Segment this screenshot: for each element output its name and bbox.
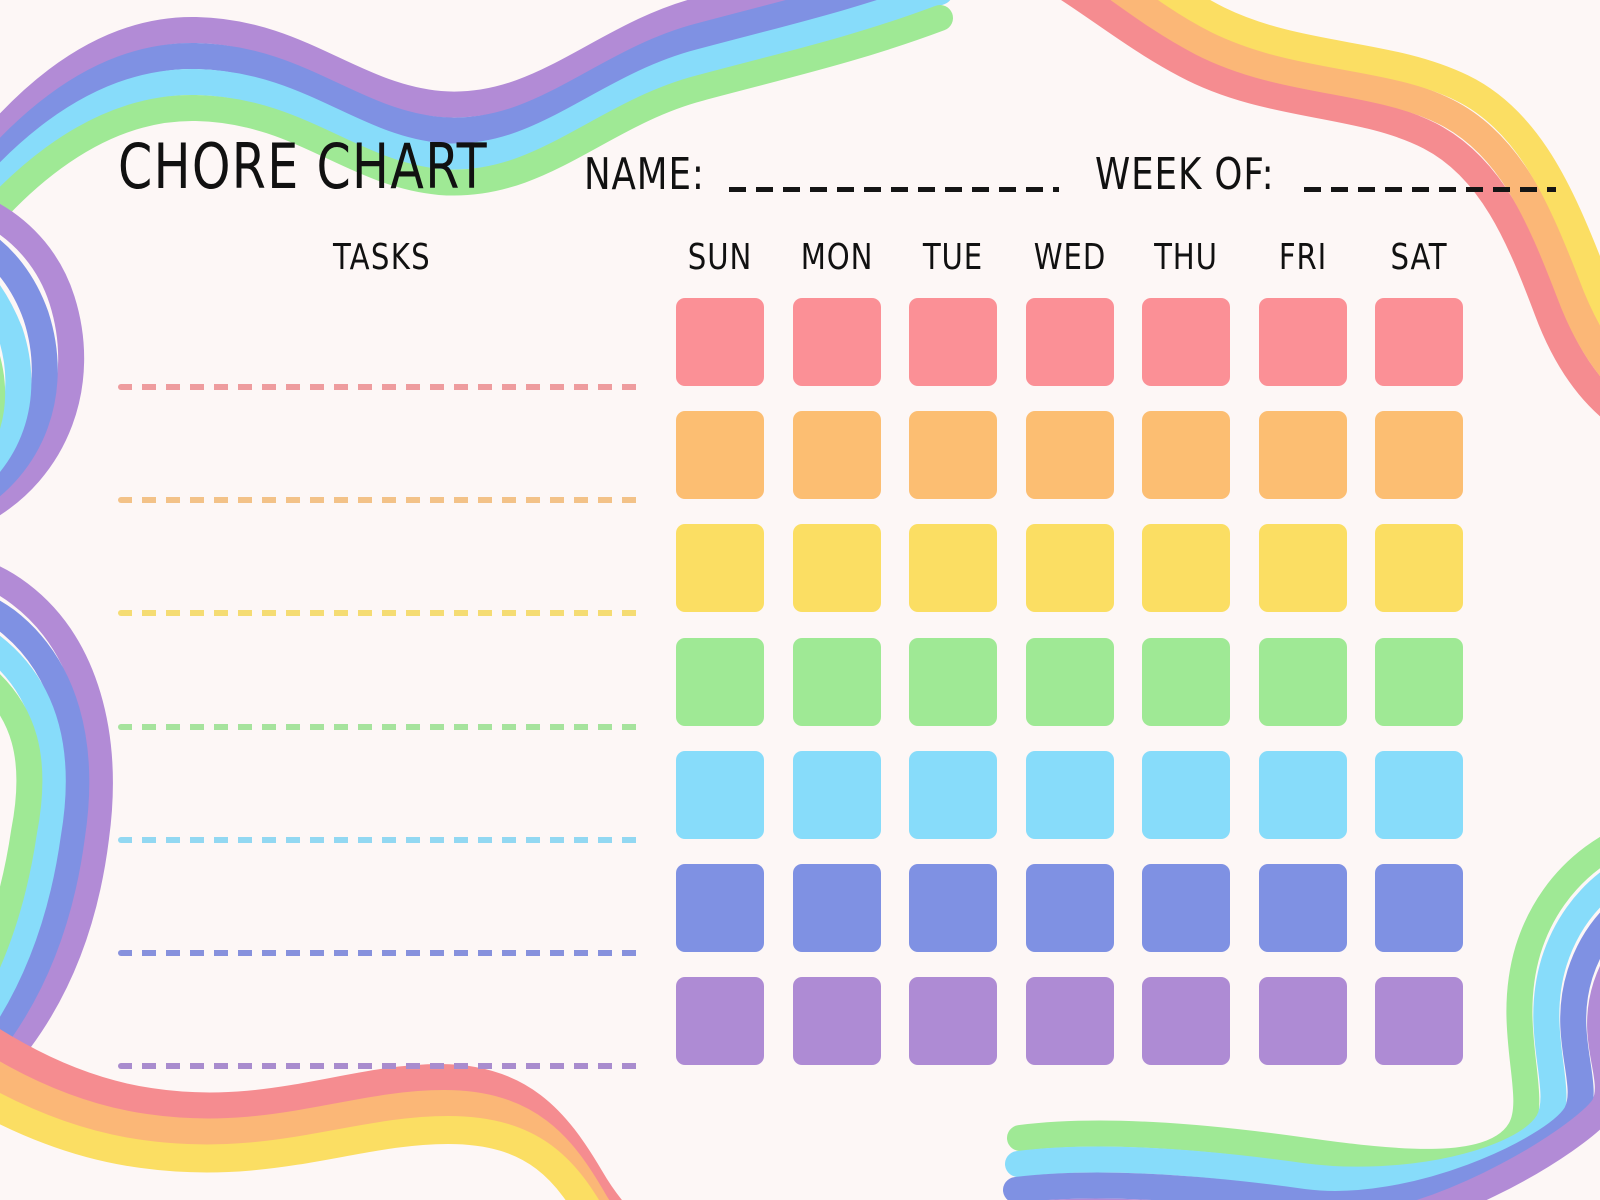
chore-cell-3-sun[interactable] (676, 524, 764, 613)
task-write-line[interactable] (118, 836, 646, 843)
task-write-line[interactable] (118, 384, 646, 390)
chore-cell-5-fri[interactable] (1258, 750, 1347, 839)
chore-cell-6-sat[interactable] (1375, 864, 1463, 952)
chore-cell-4-mon[interactable] (792, 637, 881, 726)
day-heading-sun: SUN (687, 237, 753, 278)
chore-cell-2-sun[interactable] (676, 411, 764, 500)
page-title: CHORE CHART (118, 130, 488, 203)
chore-cell-6-tue[interactable] (909, 864, 997, 952)
chore-cell-6-mon[interactable] (792, 864, 881, 952)
chore-cell-7-mon[interactable] (792, 977, 881, 1066)
task-write-line[interactable] (118, 950, 646, 956)
column-headings: TASKS SUN MON TUE WED THU FRI SAT (0, 238, 1600, 282)
chore-cell-1-tue[interactable] (909, 298, 997, 386)
chore-cell-1-wed[interactable] (1025, 298, 1114, 386)
chore-cell-1-fri[interactable] (1258, 298, 1347, 386)
chore-cell-5-mon[interactable] (792, 750, 881, 839)
name-field[interactable]: NAME: (584, 149, 1059, 200)
week-of-write-line[interactable] (1304, 187, 1557, 192)
rainbow-bottom-left (0, 1029, 622, 1200)
chore-cell-3-thu[interactable] (1142, 524, 1230, 613)
chore-cell-4-sat[interactable] (1375, 637, 1463, 726)
chore-cell-3-sat[interactable] (1375, 524, 1463, 613)
chore-cell-4-wed[interactable] (1025, 637, 1114, 726)
chore-cell-3-wed[interactable] (1025, 524, 1114, 613)
day-heading-wed: WED (1033, 237, 1106, 278)
chore-cell-2-tue[interactable] (909, 411, 997, 500)
chore-cell-7-thu[interactable] (1142, 977, 1230, 1066)
chore-cell-3-fri[interactable] (1258, 524, 1347, 613)
chore-cell-5-sat[interactable] (1375, 750, 1463, 839)
day-heading-sat: SAT (1390, 237, 1448, 278)
task-write-line[interactable] (118, 723, 646, 730)
chore-cell-2-sat[interactable] (1375, 411, 1463, 500)
week-of-field[interactable]: WEEK OF: (1095, 152, 1557, 198)
day-heading-fri: FRI (1278, 237, 1327, 278)
task-write-line[interactable] (118, 1063, 646, 1070)
chore-cell-7-wed[interactable] (1025, 977, 1114, 1066)
chore-cell-2-fri[interactable] (1258, 411, 1347, 500)
chore-cell-7-fri[interactable] (1258, 977, 1347, 1066)
chore-cell-4-thu[interactable] (1142, 637, 1230, 726)
name-write-line[interactable] (728, 187, 1059, 192)
day-heading-thu: THU (1154, 237, 1218, 278)
chore-cell-3-mon[interactable] (792, 524, 881, 613)
chore-cell-7-tue[interactable] (909, 977, 997, 1066)
chore-cell-4-sun[interactable] (676, 637, 764, 726)
chore-cell-6-sun[interactable] (676, 864, 764, 952)
chore-cell-2-mon[interactable] (792, 411, 881, 500)
week-of-label: WEEK OF: (1094, 149, 1275, 200)
chore-cell-1-thu[interactable] (1142, 298, 1230, 386)
chore-cell-5-tue[interactable] (909, 750, 997, 839)
chore-cell-7-sun[interactable] (676, 977, 764, 1066)
rainbow-top-left-lower (0, 566, 113, 1053)
chore-cell-6-thu[interactable] (1142, 864, 1230, 952)
chart-header: CHORE CHART NAME: WEEK OF: (118, 112, 1557, 203)
chore-cell-2-wed[interactable] (1025, 411, 1114, 500)
chore-cell-1-mon[interactable] (792, 298, 881, 386)
day-heading-tue: TUE (922, 237, 984, 278)
task-write-line[interactable] (118, 497, 646, 504)
chore-cell-3-tue[interactable] (909, 524, 997, 613)
chore-cell-5-sun[interactable] (676, 750, 764, 839)
chore-cell-5-wed[interactable] (1025, 750, 1114, 839)
chore-cell-4-fri[interactable] (1258, 637, 1347, 726)
chore-cell-6-wed[interactable] (1025, 864, 1114, 952)
chore-cell-7-sat[interactable] (1375, 977, 1463, 1066)
name-label: NAME: (584, 149, 706, 200)
chore-cell-1-sun[interactable] (676, 298, 764, 386)
day-heading-mon: MON (800, 237, 873, 278)
chore-cell-1-sat[interactable] (1375, 298, 1463, 386)
chore-cell-2-thu[interactable] (1142, 411, 1230, 500)
chore-cell-4-tue[interactable] (909, 637, 997, 726)
chore-cell-5-thu[interactable] (1142, 750, 1230, 839)
task-write-line[interactable] (118, 610, 646, 617)
chore-cell-6-fri[interactable] (1258, 864, 1347, 952)
tasks-column-heading: TASKS (332, 237, 432, 278)
